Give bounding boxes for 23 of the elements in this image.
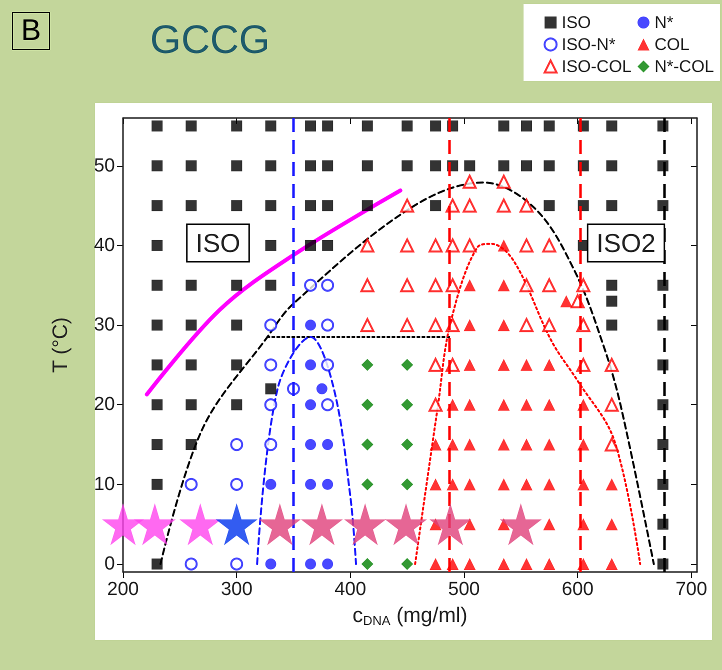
y-tick-label: 30 [94, 314, 115, 336]
text: B [12, 12, 50, 50]
annotation: ISO [196, 228, 240, 258]
legend-label: N*-COL [654, 57, 714, 76]
legend-label: N* [654, 13, 674, 32]
y-tick-label: 40 [94, 234, 115, 256]
x-tick-label: 400 [334, 579, 366, 600]
annotation: ISO2 [596, 228, 656, 258]
y-tick-label: 50 [94, 155, 115, 176]
legend-label: COL [654, 35, 690, 54]
x-tick-label: 200 [107, 579, 139, 600]
x-tick-label: 600 [562, 579, 594, 600]
x-tick-label: 300 [220, 579, 253, 600]
chart-title: GCCG [150, 18, 270, 63]
x-tick-label: 500 [448, 579, 480, 600]
legend-label: ISO-COL [562, 57, 632, 76]
y-tick-label: 20 [94, 394, 115, 416]
x-tick-label: 700 [675, 579, 708, 600]
legend-label: ISO-N* [562, 35, 616, 54]
y-tick-label: 10 [94, 474, 115, 495]
y-axis-title: T (°C) [49, 317, 72, 373]
y-tick-label: 0 [104, 554, 115, 575]
legend-label: ISO [562, 13, 591, 32]
